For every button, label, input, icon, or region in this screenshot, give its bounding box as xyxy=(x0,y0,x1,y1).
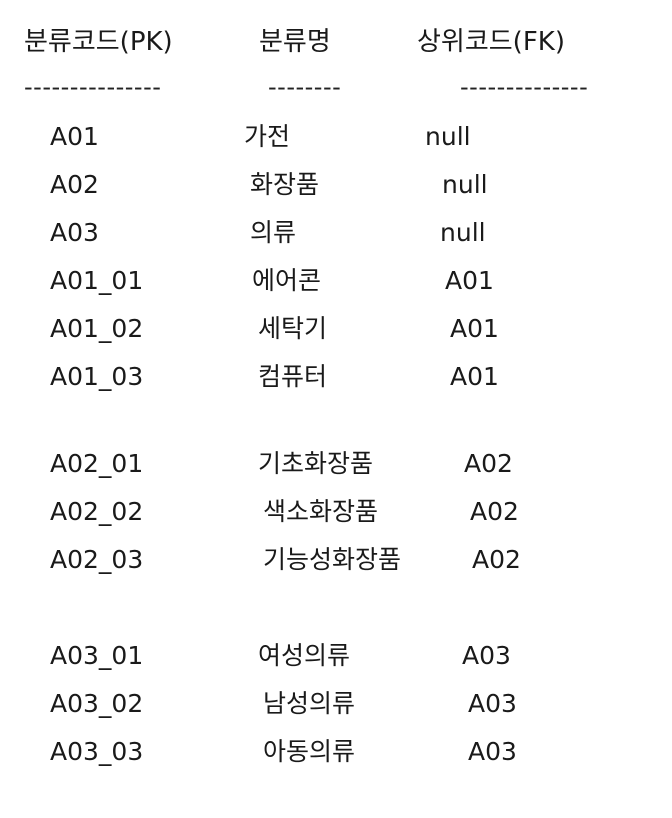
row-code: A03_03 xyxy=(50,737,144,766)
row-parent-code: null xyxy=(442,170,488,199)
row-parent-code: A03 xyxy=(462,641,511,670)
header-parent-code: 상위코드(FK) xyxy=(417,27,565,57)
row-name: 컴퓨터 xyxy=(258,362,328,391)
row-name: 기능성화장품 xyxy=(263,545,402,574)
row-parent-code: null xyxy=(440,218,486,247)
row-parent-code: A02 xyxy=(470,497,519,526)
separator-parent-code: -------------- xyxy=(460,73,589,101)
row-name: 에어콘 xyxy=(252,266,322,295)
row-name: 아동의류 xyxy=(263,737,356,766)
row-parent-code: A01 xyxy=(450,362,499,391)
row-code: A03 xyxy=(50,218,99,247)
row-code: A01_02 xyxy=(50,314,144,343)
row-name: 남성의류 xyxy=(263,689,356,718)
row-parent-code: A01 xyxy=(445,266,494,295)
row-name: 색소화장품 xyxy=(263,497,379,526)
row-parent-code: A01 xyxy=(450,314,499,343)
row-parent-code: A03 xyxy=(468,737,517,766)
row-code: A01_03 xyxy=(50,362,144,391)
row-code: A02_03 xyxy=(50,545,144,574)
row-name: 여성의류 xyxy=(258,641,351,670)
row-code: A01 xyxy=(50,122,99,151)
row-parent-code: A02 xyxy=(464,449,513,478)
row-code: A02_01 xyxy=(50,449,144,478)
row-code: A01_01 xyxy=(50,266,144,295)
header-code: 분류코드(PK) xyxy=(24,27,173,57)
row-name: 화장품 xyxy=(250,170,320,199)
row-name: 기초화장품 xyxy=(258,449,374,478)
header-name: 분류명 xyxy=(259,27,331,57)
row-parent-code: A03 xyxy=(468,689,517,718)
row-name: 가전 xyxy=(244,122,291,151)
row-code: A03_01 xyxy=(50,641,144,670)
row-name: 의류 xyxy=(250,218,297,247)
row-name: 세탁기 xyxy=(258,314,328,343)
row-code: A03_02 xyxy=(50,689,144,718)
row-parent-code: null xyxy=(425,122,471,151)
row-code: A02 xyxy=(50,170,99,199)
separator-name: -------- xyxy=(268,73,342,101)
row-parent-code: A02 xyxy=(472,545,521,574)
separator-code: --------------- xyxy=(24,73,162,101)
row-code: A02_02 xyxy=(50,497,144,526)
